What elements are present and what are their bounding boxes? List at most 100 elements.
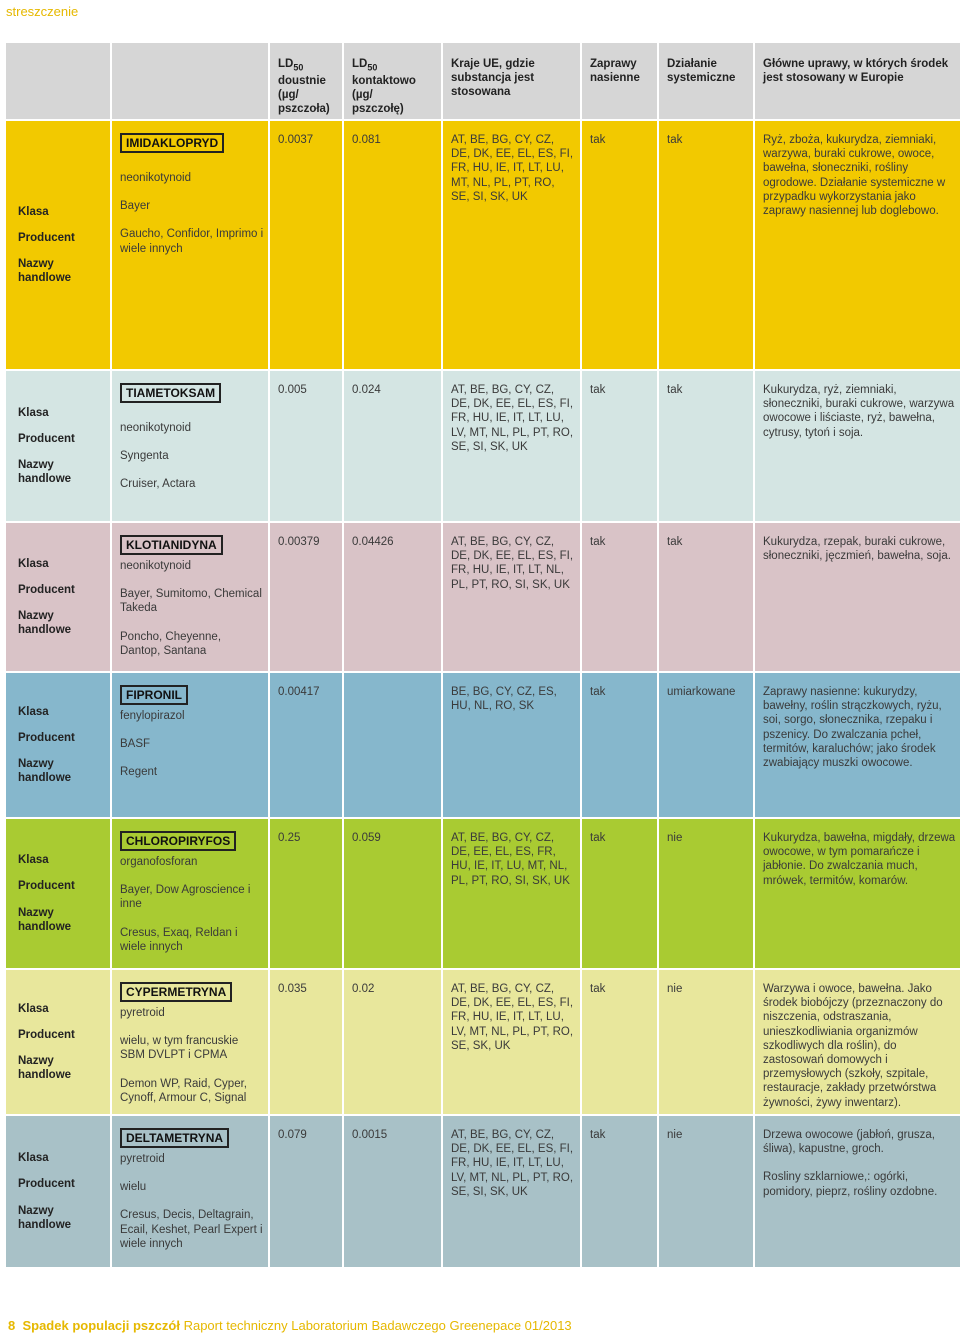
systemic-value: nie: [659, 1116, 755, 1267]
ld-contact-value: 0.059: [344, 819, 443, 968]
section-label: streszczenie: [6, 4, 79, 19]
substance-class: neonikotynoid: [120, 560, 191, 572]
countries-value: AT, BE, BG, CY, CZ, DE, DK, EE, EL, ES, …: [443, 1116, 582, 1267]
ld-contact-value: [344, 673, 443, 817]
ld-contact-value: 0.0015: [344, 1116, 443, 1267]
row-labels: Klasa Producent Nazwy handlowe: [6, 673, 112, 817]
substance-name: KLOTIANIDYNA: [120, 535, 223, 555]
ld-oral-value: 0.079: [270, 1116, 344, 1267]
crops-text-greenhouse: Rosliny szklarniowe,: ogórki, pomidory, …: [763, 1171, 938, 1198]
footer-title: Spadek populacji pszczół: [22, 1318, 180, 1333]
seed-value: tak: [582, 673, 659, 817]
substance-cell: DELTAMETRYNA pyretroid wielu Cresus, Dec…: [112, 1116, 270, 1267]
ld-contact-value: 0.02: [344, 970, 443, 1114]
substance-class: pyretroid: [120, 1007, 165, 1019]
substance-name: TIAMETOKSAM: [120, 383, 222, 403]
substance-class: neonikotynoid: [120, 172, 191, 184]
row-labels: Klasa Producent Nazwy handlowe: [6, 819, 112, 968]
crops-value: Kukurydza, bawełna, migdały, drzewa owoc…: [763, 832, 956, 887]
substance-trade-names: Poncho, Cheyenne, Dantop, Santana: [120, 630, 222, 657]
substance-cell: CHLOROPIRYFOS organofosforan Bayer, Dow …: [112, 819, 270, 968]
substance-name: CHLOROPIRYFOS: [120, 831, 237, 851]
row-labels: Klasa Producent Nazwy handlowe: [6, 121, 112, 369]
substance-cell: FIPRONIL fenylopirazol BASF Regent: [112, 673, 270, 817]
systemic-value: umiarkowane: [659, 673, 755, 817]
row-labels: Klasa Producent Nazwy handlowe: [6, 970, 112, 1114]
footer-subtitle: Raport techniczny Laboratorium Badawczeg…: [183, 1318, 572, 1333]
crops-value: Kukurydza, rzepak, buraki cukrowe, słone…: [763, 536, 951, 563]
table-row-tiametoksam: Klasa Producent Nazwy handlowe TIAMETOKSAM…: [6, 371, 960, 523]
substance-trade-names: Cresus, Decis, Deltagrain, Ecail, Keshet…: [120, 1209, 263, 1250]
header-ld-contact: LD50 kontaktowo (µg/ pszczołę): [344, 43, 443, 119]
page-footer: 8 Spadek populacji pszczół Raport techni…: [8, 1318, 572, 1333]
systemic-value: tak: [659, 371, 755, 521]
systemic-value: nie: [659, 819, 755, 968]
crops-value: Drzewa owocowe (jabłoń, grusza, śliwa), …: [755, 1116, 960, 1267]
seed-value: tak: [582, 121, 659, 369]
countries-value: AT, BE, BG, CY, CZ, DE, EE, EL, ES, FR, …: [443, 819, 582, 968]
table-row-cypermetryna: Klasa Producent Nazwy handlowe CYPERMETRYN…: [6, 970, 960, 1116]
crops-value: Kukurydza, ryż, ziemniaki, słoneczniki, …: [763, 384, 955, 439]
ld-contact-value: 0.04426: [344, 523, 443, 671]
page-number: 8: [8, 1318, 16, 1333]
substance-producer: wielu, w tym francuskie SBM DVLPT i CPMA: [120, 1035, 239, 1062]
table-row-imidaklopryd: Klasa Producent Nazwy handlowe IMIDAKLOPRY…: [6, 121, 960, 371]
substance-trade-names: Cresus, Exaq, Reldan i wiele innych: [120, 926, 238, 953]
ld-oral-value: 0.25: [270, 819, 344, 968]
systemic-value: nie: [659, 970, 755, 1114]
header-empty-2: [112, 43, 270, 119]
substance-name: IMIDAKLOPRYD: [120, 133, 225, 153]
row-labels: Klasa Producent Nazwy handlowe: [6, 523, 112, 671]
substance-class: organofosforan: [120, 856, 198, 868]
header-countries: Kraje UE, gdzie substancja jest stosowan…: [443, 43, 582, 119]
seed-value: tak: [582, 523, 659, 671]
systemic-value: tak: [659, 121, 755, 369]
pesticide-table: LD50 doustnie (µg/ pszczoła) LD50 kontak…: [6, 43, 960, 1267]
header-seed: Zaprawy nasienne: [582, 43, 659, 119]
ld-oral-value: 0.00379: [270, 523, 344, 671]
crops-value: Zaprawy nasienne: kukurydzy, bawełny, ro…: [763, 686, 942, 770]
header-empty-1: [6, 43, 112, 119]
countries-value: AT, BE, BG, CY, CZ, DE, DK, EE, EL, ES, …: [443, 121, 582, 369]
table-header: LD50 doustnie (µg/ pszczoła) LD50 kontak…: [6, 43, 960, 121]
ld-contact-value: 0.024: [344, 371, 443, 521]
substance-class: neonikotynoid: [120, 422, 191, 434]
row-labels: Klasa Producent Nazwy handlowe: [6, 371, 112, 521]
table-row-fipronil: Klasa Producent Nazwy handlowe FIPRONIL fe…: [6, 673, 960, 819]
header-crops: Główne uprawy, w których środek jest sto…: [763, 58, 949, 84]
substance-producer: Syngenta: [120, 450, 169, 463]
substance-name: DELTAMETRYNA: [120, 1128, 230, 1148]
substance-cell: KLOTIANIDYNA neonikotynoid Bayer, Sumito…: [112, 523, 270, 671]
substance-producer: BASF: [120, 738, 151, 751]
substance-trade-names: Gaucho, Confidor, Imprimo i wiele innych: [120, 228, 264, 255]
crops-text: Drzewa owocowe (jabłoń, grusza, śliwa), …: [763, 1129, 935, 1156]
substance-trade-names: Cruiser, Actara: [120, 478, 196, 491]
substance-trade-names: Demon WP, Raid, Cyper, Cynoff, Armour C,…: [120, 1077, 247, 1104]
substance-producer: Bayer: [120, 200, 151, 213]
substance-trade-names: Regent: [120, 766, 158, 779]
crops-value: Warzywa i owoce, bawełna. Jako środek bi…: [763, 983, 943, 1109]
row-labels: Klasa Producent Nazwy handlowe: [6, 1116, 112, 1267]
ld-oral-value: 0.005: [270, 371, 344, 521]
substance-cell: IMIDAKLOPRYD neonikotynoid Bayer Gaucho,…: [112, 121, 270, 369]
seed-value: tak: [582, 970, 659, 1114]
systemic-value: tak: [659, 523, 755, 671]
table-row-deltametryna: Klasa Producent Nazwy handlowe DELTAMETRYN…: [6, 1116, 960, 1267]
header-ld-oral: LD50 doustnie (µg/ pszczoła): [270, 43, 344, 119]
substance-name: FIPRONIL: [120, 685, 188, 705]
seed-value: tak: [582, 371, 659, 521]
table-row-klotianidyna: Klasa Producent Nazwy handlowe KLOTIANIDYN…: [6, 523, 960, 673]
countries-value: AT, BE, BG, CY, CZ, DE, DK, EE, EL, ES, …: [443, 970, 582, 1114]
countries-value: AT, BE, BG, CY, CZ, DE, DK, EE, EL, ES, …: [443, 371, 582, 521]
seed-value: tak: [582, 819, 659, 968]
substance-cell: CYPERMETRYNA pyretroid wielu, w tym fran…: [112, 970, 270, 1114]
table-row-chloropiryfos: Klasa Producent Nazwy handlowe CHLOROPIRYF…: [6, 819, 960, 970]
countries-value: AT, BE, BG, CY, CZ, DE, DK, EE, EL, ES, …: [443, 523, 582, 671]
substance-producer: wielu: [120, 1181, 147, 1194]
substance-producer: Bayer, Dow Agroscience i inne: [120, 884, 251, 911]
countries-value: BE, BG, CY, CZ, ES, HU, NL, RO, SK: [443, 673, 582, 817]
crops-value: Ryż, zboża, kukurydza, ziemniaki, warzyw…: [763, 134, 946, 218]
ld-oral-value: 0.00417: [270, 673, 344, 817]
substance-cell: TIAMETOKSAM neonikotynoid Syngenta Cruis…: [112, 371, 270, 521]
ld-oral-value: 0.0037: [270, 121, 344, 369]
